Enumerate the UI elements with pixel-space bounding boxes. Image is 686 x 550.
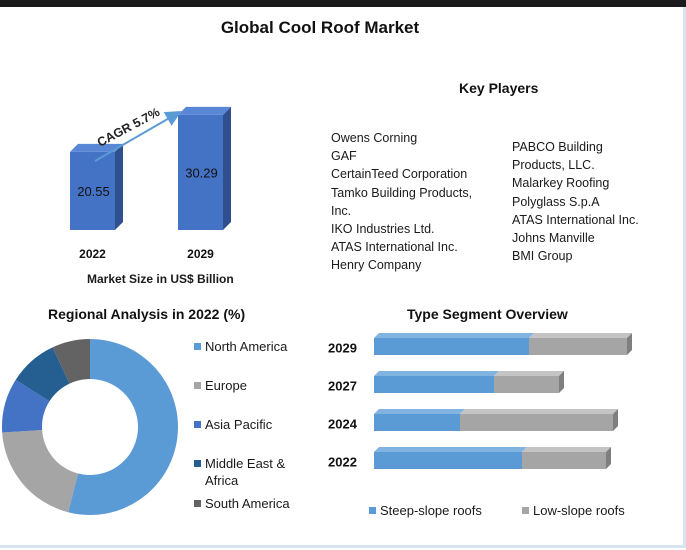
donut-slice-north-america (68, 339, 178, 515)
key-player-name: ATAS International Inc. (331, 240, 458, 255)
type-bar-low (522, 452, 606, 469)
market-bar-2029 (178, 114, 223, 230)
type-category-label: 2022 (328, 455, 357, 470)
type-bar-low (529, 338, 627, 355)
type-bar-top (522, 447, 611, 452)
regional-donut-chart (2, 339, 178, 515)
key-player-name: Tamko Building Products, (331, 185, 473, 200)
regional-analysis-title: Regional Analysis in 2022 (%) (48, 306, 246, 322)
legend-swatch (194, 460, 201, 467)
type-bar-side (606, 447, 611, 469)
key-player-name: ATAS International Inc. (512, 212, 639, 227)
type-bar-steep (374, 338, 529, 355)
legend-label: Europe (205, 378, 247, 393)
cagr-arrow (94, 110, 182, 162)
figure-frame (0, 7, 686, 548)
key-player-name: GAF (331, 149, 357, 164)
type-legend-label: Steep-slope roofs (380, 503, 482, 518)
key-players-column-2: PABCO Building Products, LLC. Malarkey Roo… (512, 138, 639, 265)
type-bar-low (494, 376, 559, 393)
donut-slice-asia-pacific (2, 379, 50, 433)
key-player-name: Johns Manville (512, 231, 595, 246)
market-size-caption: Market Size in US$ Billion (87, 272, 234, 286)
type-segment-title: Type Segment Overview (407, 306, 568, 322)
type-bar-top (374, 371, 499, 376)
type-segment-chart: 2029 2027 2024 2022 Steep-slope roofs Low-slo… (328, 333, 632, 518)
type-bar-low (460, 414, 613, 431)
type-bar-steep (374, 452, 522, 469)
type-category-label: 2027 (328, 379, 357, 394)
key-player-name: Malarkey Roofing (512, 176, 610, 191)
type-bar-top (494, 371, 564, 376)
type-bar-top (460, 409, 618, 414)
key-player-name: BMI Group (512, 249, 573, 264)
market-value-label: 30.29 (185, 165, 218, 180)
legend-label: Asia Pacific (205, 417, 273, 432)
donut-slice-south-america (52, 339, 90, 384)
type-legend-label: Low-slope roofs (533, 503, 625, 518)
key-player-name: Products, LLC. (512, 158, 595, 173)
key-players-column-1: Owens Corning GAF CertainTeed Corporation T… (331, 129, 472, 275)
type-bar-top (529, 333, 632, 338)
legend-label: Middle East & Africa (205, 456, 286, 488)
type-bar-side (627, 333, 632, 355)
top-bar (0, 0, 686, 7)
key-player-name: PABCO Building (512, 140, 603, 154)
key-player-name: Henry Company (331, 258, 422, 273)
donut-slice-europe (2, 430, 79, 513)
legend-swatch (194, 500, 201, 507)
type-legend-swatch (522, 507, 529, 514)
legend-label: North America (205, 339, 288, 354)
key-player-name: IKO Industries Ltd. (331, 222, 435, 237)
type-bar-top (374, 409, 465, 414)
type-category-label: 2024 (328, 417, 358, 432)
market-bar-top (178, 106, 231, 115)
legend-swatch (194, 382, 201, 389)
type-category-label: 2029 (328, 341, 357, 356)
donut-slice-middle-east-africa (15, 347, 70, 402)
market-category-label: 2029 (187, 247, 214, 261)
figure-title: Global Cool Roof Market (220, 18, 420, 37)
market-value-label: 20.55 (77, 184, 110, 199)
key-player-name: Polyglass S.p.A (512, 194, 600, 209)
market-bar-top (70, 143, 123, 152)
legend-swatch (194, 343, 201, 350)
type-legend-swatch (369, 507, 376, 514)
key-players-title: Key Players (459, 80, 539, 96)
type-bar-top (374, 333, 534, 338)
market-bar-side (223, 106, 231, 230)
type-bar-side (559, 371, 564, 393)
type-bar-top (374, 447, 527, 452)
type-bar-steep (374, 414, 460, 431)
type-bar-side (613, 409, 618, 431)
market-bar-2022 (70, 151, 115, 230)
market-bar-side (115, 143, 123, 230)
key-player-name: Inc. (331, 203, 352, 218)
legend-swatch (194, 421, 201, 428)
key-player-name: Owens Corning (331, 131, 418, 145)
market-category-label: 2022 (79, 247, 106, 261)
key-player-name: CertainTeed Corporation (331, 167, 468, 182)
type-bar-steep (374, 376, 494, 393)
legend-label: South America (205, 496, 290, 511)
